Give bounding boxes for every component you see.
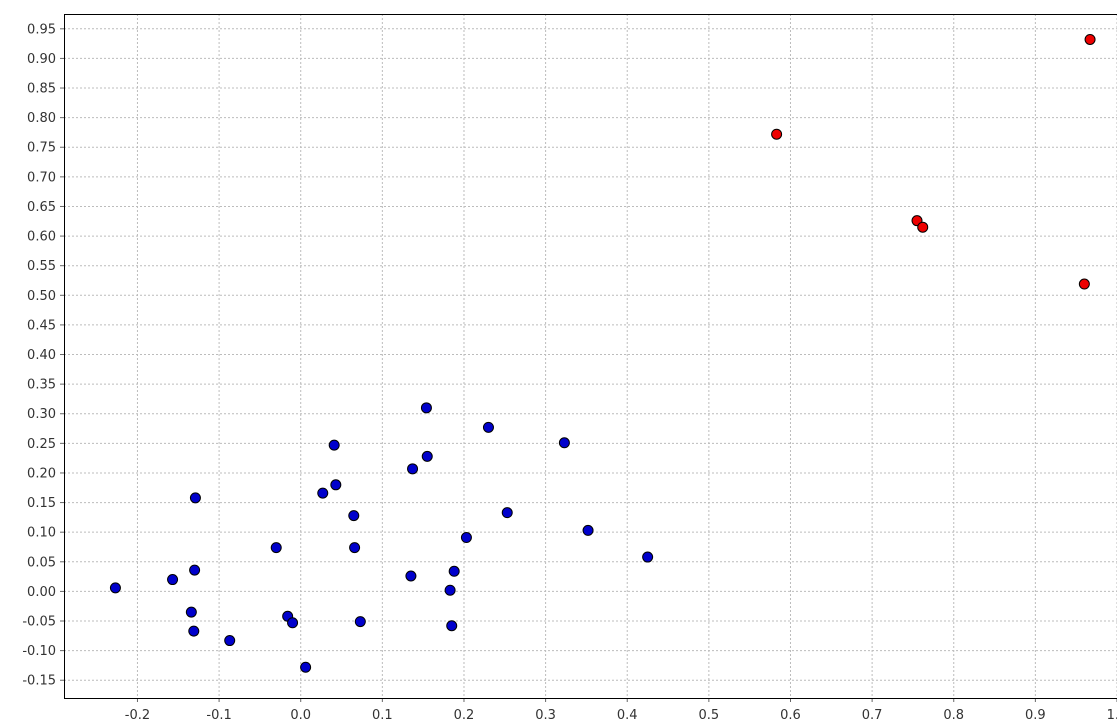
x-tick-label: 0.1 [372,708,393,723]
x-tick-label: 0.8 [943,708,964,723]
x-tick-label: 0.4 [617,708,638,723]
x-tick-label: 0.9 [1025,708,1046,723]
data-point [185,606,197,618]
data-point [444,584,456,596]
data-point [771,128,783,140]
y-tick-label: 0.05 [27,555,56,570]
data-point [189,492,201,504]
data-point [421,450,433,462]
y-tick-label: 0.70 [27,170,56,185]
data-point [420,402,432,414]
y-tick-label: 0.45 [27,318,56,333]
grid [64,14,1117,698]
data-point [642,551,654,563]
data-point [270,542,282,554]
y-tick-label: 0.40 [27,348,56,363]
y-tick-label: 0.30 [27,407,56,422]
y-tick-label: -0.15 [22,674,56,689]
plot-frame [64,14,1117,699]
data-point [349,542,361,554]
data-point [300,661,312,673]
y-tick-label: 0.80 [27,111,56,126]
data-point [328,439,340,451]
x-tick-label: 0.3 [535,708,556,723]
data-point [109,582,121,594]
data-point [446,620,458,632]
x-tick-label: -0.1 [206,708,231,723]
y-tick-label: 0.10 [27,526,56,541]
data-point [224,635,236,647]
data-point [317,487,329,499]
data-point [188,625,200,637]
y-tick-label: 0.35 [27,378,56,393]
y-tick-label: 0.75 [27,141,56,156]
y-tick-label: 0.55 [27,259,56,274]
data-points [109,33,1096,673]
data-point [460,532,472,544]
data-point [1078,278,1090,290]
data-point [482,421,494,433]
data-point [287,617,299,629]
y-tick-label: -0.05 [22,615,56,630]
x-tick-label: 0.2 [454,708,475,723]
data-point [405,570,417,582]
data-point [1084,33,1096,45]
data-point [354,616,366,628]
y-tick-label: 0.65 [27,200,56,215]
data-point [167,574,179,586]
y-tick-label: 0.95 [27,22,56,37]
x-tick-label: 0.7 [862,708,883,723]
x-tick-label: 1.0 [1107,708,1117,723]
data-point [348,510,360,522]
data-point [407,463,419,475]
y-tick-label: 0.15 [27,496,56,511]
x-tick-label: 0.5 [699,708,720,723]
data-point [558,437,570,449]
y-tick-label: 0.00 [27,585,56,600]
x-tick-label: -0.2 [125,708,150,723]
data-point [448,565,460,577]
y-tick-label: 0.90 [27,52,56,67]
y-tick-label: 0.20 [27,466,56,481]
x-tick-label: 0.0 [290,708,311,723]
y-tick-label: 0.25 [27,437,56,452]
data-point [917,221,929,233]
y-tick-label: 0.60 [27,230,56,245]
y-tick-label: -0.10 [22,644,56,659]
data-point [189,564,201,576]
data-point [501,507,513,519]
axes: -0.2 -0.1 0.0 0.1 0.2 0.3 0.4 0.5 0.6 0.7 0.8 0.9 1.… [22,14,1117,723]
data-point [582,524,594,536]
data-point [330,479,342,491]
x-tick-label: 0.6 [780,708,801,723]
y-tick-label: 0.85 [27,82,56,97]
y-tick-label: 0.50 [27,289,56,304]
